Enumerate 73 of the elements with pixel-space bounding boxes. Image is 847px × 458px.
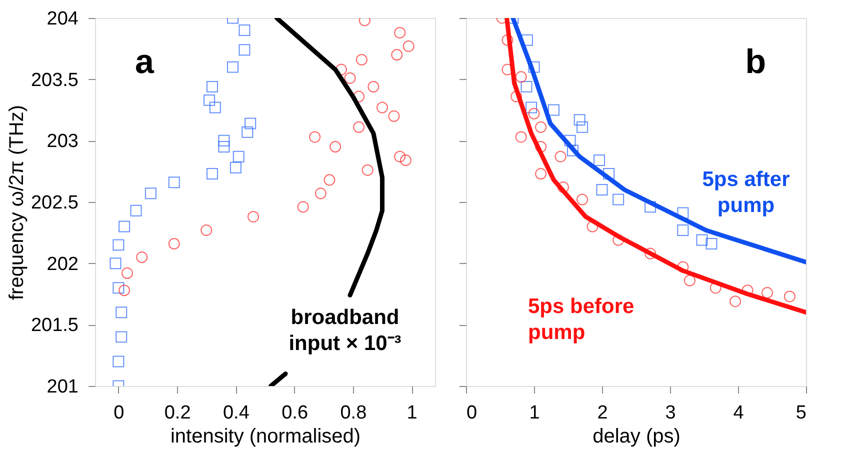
y-tick-label: 203 [46,131,78,152]
point [206,168,218,180]
y-tick-label: 202.5 [30,192,78,214]
y-tick-label: 201.5 [30,315,78,336]
point [344,72,356,84]
point [297,201,309,213]
x-tick-label: 1 [529,402,540,424]
point [248,210,260,222]
x-axis-title: intensity (normalised) [170,426,361,448]
point [391,49,403,61]
x-axis-title: delay (ps) [592,426,680,448]
point [238,24,250,36]
point [209,102,221,114]
y-tick-label: 204 [46,8,79,30]
point [227,61,239,73]
point [136,251,148,263]
point [110,258,122,270]
point [244,118,256,130]
point [376,102,388,114]
point [204,94,216,106]
point [400,154,412,166]
point [144,188,156,200]
annotation: broadband input × 10⁻³ [288,306,402,355]
annotation: b [745,43,766,81]
y-tick-label: 202 [46,254,78,275]
point [130,204,142,216]
point [206,80,218,92]
x-tick-label: 0.6 [282,402,308,424]
point [168,238,180,250]
point [314,188,326,200]
point [362,164,374,176]
x-tick-label: 0 [466,402,478,424]
point [309,131,321,143]
annotation: a [135,43,155,81]
y-tick-label: 203.5 [30,70,78,91]
y-axis-title: frequency ω/2π (THz) [6,104,28,300]
point [112,282,124,294]
point [121,267,133,279]
point [112,356,124,368]
point [394,26,406,38]
x-tick-label: 0.4 [222,402,250,424]
x-tick-label: 5 [796,402,806,424]
point [116,331,128,343]
point [242,126,254,138]
point [230,162,242,174]
x-tick-label: 3 [665,402,676,424]
y-tick-label: 201 [46,376,78,398]
point [218,141,230,153]
point [402,40,414,52]
point [232,150,244,162]
point [112,239,124,251]
x-tick-label: 4 [733,402,744,424]
point [118,284,130,296]
x-tick-label: 2 [597,402,608,424]
point [388,110,400,122]
x-tick-label: 1 [406,402,418,424]
point [330,141,342,153]
x-tick-label: 0.2 [164,402,191,424]
point [238,44,250,56]
series-label: 5ps after pump [702,168,790,217]
point [353,121,365,133]
point [118,220,130,232]
point [116,306,128,318]
point [394,150,406,162]
point [218,134,230,146]
point [168,176,180,188]
point [324,174,336,186]
x-tick-label: 0.8 [340,402,367,424]
point [356,54,368,66]
text: 5ps before pump [528,295,634,344]
x-tick-label: 0 [114,402,124,424]
point [200,224,212,236]
point [368,80,380,92]
